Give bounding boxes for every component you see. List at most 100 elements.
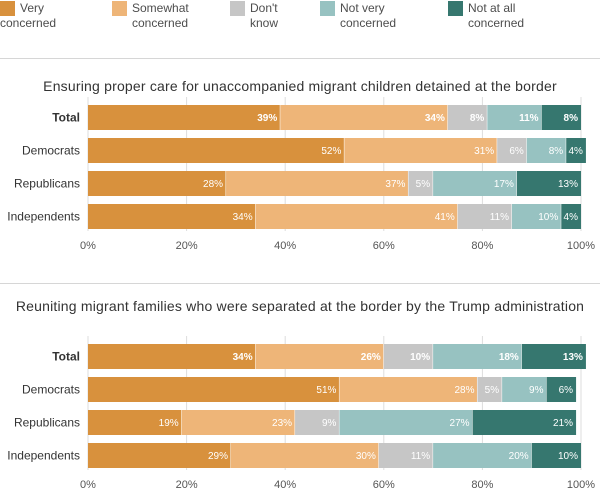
legend-swatch — [320, 1, 335, 16]
x-tick-label: 100% — [567, 240, 595, 252]
bar-segment — [457, 204, 512, 229]
data-label: 6% — [509, 146, 524, 157]
category-label: Total — [52, 350, 80, 364]
legend-label: Not at all concerned — [468, 1, 525, 30]
data-label: 9% — [322, 418, 337, 429]
bar-segment — [502, 377, 547, 402]
bar-segment — [230, 443, 379, 468]
chart-children-care: 0% 20% 40% 60% 80% 100% Total 39% 34% 8% 11% 8% Demo… — [7, 97, 595, 252]
chart-family-reunification: 0% 20% 40% 60% 80% 100% Total 34% 26% 10% 18% 13% De… — [7, 336, 595, 491]
bar-segment — [280, 105, 448, 130]
bar-segment — [88, 171, 227, 196]
data-label: 17% — [494, 179, 514, 190]
data-label: 8% — [564, 113, 579, 124]
x-tick-label: 80% — [471, 479, 493, 491]
category-label: Republicans — [14, 416, 80, 430]
bar-segment — [408, 171, 434, 196]
data-label: 31% — [474, 146, 494, 157]
bar-segment — [88, 443, 231, 468]
data-label: 19% — [159, 418, 179, 429]
data-label: 13% — [558, 179, 578, 190]
data-label: 52% — [321, 146, 341, 157]
divider — [0, 58, 600, 59]
bar-segment — [339, 377, 478, 402]
data-label: 6% — [559, 385, 574, 396]
data-label: 8% — [549, 146, 564, 157]
legend-swatch — [0, 1, 15, 16]
bar-segment — [433, 344, 522, 369]
legend-swatch — [112, 1, 127, 16]
bar-segment — [511, 204, 562, 229]
data-label: 23% — [272, 418, 292, 429]
x-tick-label: 0% — [80, 240, 96, 252]
data-label: 30% — [356, 451, 376, 462]
bar-segment — [541, 105, 581, 130]
divider — [0, 283, 600, 284]
data-label: 34% — [233, 212, 253, 223]
data-label: 51% — [316, 385, 336, 396]
data-label: 5% — [416, 179, 431, 190]
legend-swatch — [448, 1, 463, 16]
data-label: 10% — [558, 451, 578, 462]
bar-segment — [477, 377, 503, 402]
legend: Very concerned Somewhat concerned Don't … — [0, 0, 600, 36]
data-label: 11% — [519, 113, 539, 124]
bar-segment — [255, 344, 384, 369]
bar-segment — [88, 377, 340, 402]
legend-label: Somewhat concerned — [132, 1, 189, 30]
bar-segment — [88, 204, 256, 229]
category-label: Independents — [7, 210, 80, 224]
bar-segment — [447, 105, 488, 130]
data-label: 11% — [490, 212, 509, 223]
data-label: 26% — [361, 352, 381, 363]
x-tick-label: 80% — [471, 240, 493, 252]
bar-segment — [433, 171, 517, 196]
bar-segment — [378, 443, 434, 468]
data-label: 10% — [538, 212, 558, 223]
bar-segment — [344, 138, 498, 163]
bar-segment — [181, 410, 296, 435]
category-label: Republicans — [14, 177, 80, 191]
data-label: 34% — [425, 113, 445, 124]
bar-segment — [487, 105, 542, 130]
data-label: 27% — [450, 418, 470, 429]
x-tick-label: 60% — [373, 240, 395, 252]
data-label: 28% — [454, 385, 474, 396]
data-label: 10% — [410, 352, 430, 363]
category-label: Democrats — [22, 383, 80, 397]
bar-segment — [566, 138, 586, 163]
bar-segment — [516, 171, 581, 196]
bar-segment — [88, 344, 256, 369]
data-label: 29% — [208, 451, 228, 462]
category-label: Independents — [7, 449, 80, 463]
chart-title: Ensuring proper care for unaccompanied m… — [43, 78, 557, 94]
bar-segment — [255, 204, 458, 229]
data-label: 11% — [411, 451, 430, 462]
bar-segment — [531, 443, 581, 468]
legend-label: Very concerned — [0, 1, 57, 30]
bar-segment — [497, 138, 527, 163]
x-tick-label: 40% — [274, 240, 296, 252]
legend-label: Don't know — [250, 1, 279, 30]
data-label: 18% — [499, 352, 519, 363]
bar-segment — [526, 138, 567, 163]
bar-segment — [561, 204, 581, 229]
data-label: 4% — [568, 146, 583, 157]
category-label: Democrats — [22, 144, 80, 158]
x-tick-label: 40% — [274, 479, 296, 491]
bar-segment — [546, 377, 577, 402]
data-label: 20% — [509, 451, 529, 462]
data-label: 41% — [435, 212, 455, 223]
data-label: 21% — [553, 418, 573, 429]
data-label: 34% — [233, 352, 253, 363]
data-label: 4% — [564, 212, 579, 223]
bar-segment — [383, 344, 434, 369]
bar-segment — [521, 344, 586, 369]
bar-segment — [433, 443, 532, 468]
data-label: 28% — [203, 179, 223, 190]
data-label: 5% — [485, 385, 500, 396]
legend-swatch — [230, 1, 245, 16]
legend-label: Not very concerned — [340, 1, 397, 30]
category-label: Total — [52, 111, 80, 125]
bar-segment — [88, 138, 345, 163]
